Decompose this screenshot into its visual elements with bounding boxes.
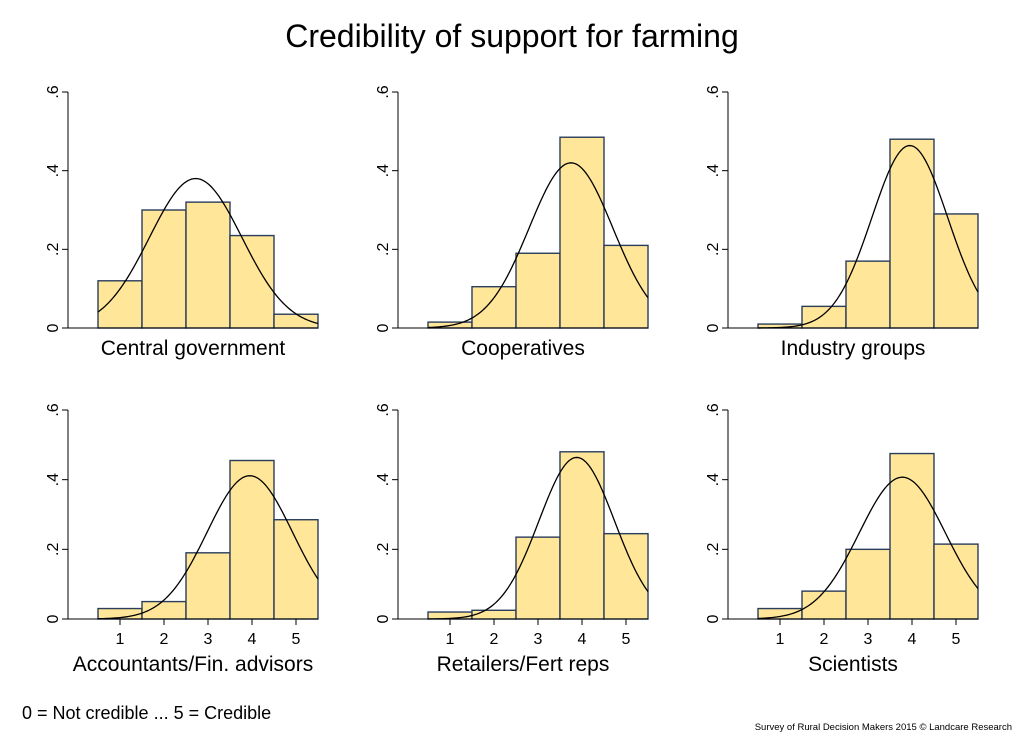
panel-2: 0 .2 .4 .6 Cooperatives <box>375 85 649 360</box>
normal-density-curve <box>97 177 319 325</box>
y-tick-label: .2 <box>375 543 392 556</box>
y-tick-label: .6 <box>705 85 722 98</box>
normal-density-curve <box>427 162 649 329</box>
bar-4 <box>229 459 275 620</box>
bar-2 <box>471 609 517 620</box>
bar-4 <box>889 138 935 329</box>
x-tick-label: 3 <box>534 631 543 648</box>
x-tick-label: 5 <box>622 631 631 648</box>
normal-density-curve <box>757 476 979 620</box>
y-tick-label: 0 <box>375 323 392 332</box>
x-tick-label: 2 <box>820 631 829 648</box>
bar-5 <box>273 519 319 620</box>
bar-5 <box>933 543 979 620</box>
x-tick-label: 1 <box>116 631 125 648</box>
y-tick-label: .4 <box>705 164 722 177</box>
y-tick-label: .4 <box>45 164 62 177</box>
bar-5 <box>933 213 979 329</box>
bar-3 <box>845 548 891 620</box>
normal-density-curve <box>427 456 649 620</box>
x-tick-label: 4 <box>578 631 587 648</box>
y-tick-label: 0 <box>45 614 62 623</box>
normal-density-curve <box>757 144 979 329</box>
bar-2 <box>801 305 847 329</box>
y-tick-label: .4 <box>375 164 392 177</box>
x-tick-label: 1 <box>776 631 785 648</box>
panel-title: Industry groups <box>781 337 926 360</box>
panel-5: 0 .2 .4 .6 1 2 3 4 5 Retailers/Fert reps <box>375 403 649 676</box>
bar-2 <box>471 286 517 329</box>
bar-4 <box>229 234 275 329</box>
y-tick-label: .4 <box>375 473 392 486</box>
bar-3 <box>515 536 561 620</box>
y-tick-label: .2 <box>375 243 392 256</box>
x-tick-label: 1 <box>446 631 455 648</box>
x-tick-label: 5 <box>952 631 961 648</box>
y-tick-label: .6 <box>45 85 62 98</box>
bar-3 <box>515 252 561 329</box>
y-tick-label: 0 <box>45 323 62 332</box>
panel-4: 0 .2 .4 .6 1 2 3 4 5 Accountants/Fin. advisors <box>45 403 319 676</box>
x-tick-label: 5 <box>292 631 301 648</box>
x-tick-label: 4 <box>248 631 257 648</box>
panel-1: 0 .2 .4 .6 Central government <box>45 85 319 360</box>
panel-3: 0 .2 .4 .6 Industry groups <box>705 85 979 360</box>
bar-2 <box>141 209 187 329</box>
bar-1 <box>757 607 803 620</box>
y-tick-label: 0 <box>705 323 722 332</box>
x-tick-label: 2 <box>490 631 499 648</box>
panel-6: 0 .2 .4 .6 1 2 3 4 5 Scientists <box>705 403 979 676</box>
scale-note: 0 = Not credible ... 5 = Credible <box>22 703 272 723</box>
bar-4 <box>559 136 605 329</box>
bar-3 <box>185 552 231 620</box>
y-tick-label: .6 <box>375 403 392 416</box>
bar-5 <box>603 532 649 620</box>
panel-title: Cooperatives <box>461 337 585 360</box>
y-tick-label: 0 <box>375 614 392 623</box>
y-tick-label: .6 <box>375 85 392 98</box>
panel-title: Accountants/Fin. advisors <box>73 653 313 676</box>
bar-3 <box>185 201 231 329</box>
y-tick-label: .2 <box>705 243 722 256</box>
source-credit: Survey of Rural Decision Makers 2015 © L… <box>754 722 1012 733</box>
bar-4 <box>559 451 605 620</box>
y-tick-label: 0 <box>705 614 722 623</box>
y-tick-label: .4 <box>705 473 722 486</box>
y-tick-label: .2 <box>45 543 62 556</box>
x-tick-label: 4 <box>908 631 917 648</box>
y-tick-label: .2 <box>45 243 62 256</box>
x-tick-label: 2 <box>160 631 169 648</box>
panel-title: Scientists <box>808 653 898 676</box>
x-tick-label: 3 <box>864 631 873 648</box>
bar-3 <box>845 260 891 329</box>
y-tick-label: .6 <box>45 403 62 416</box>
panel-title: Central government <box>101 337 286 360</box>
y-tick-label: .4 <box>45 473 62 486</box>
chart-title: Credibility of support for farming <box>285 18 739 54</box>
x-tick-label: 3 <box>204 631 213 648</box>
y-tick-label: .6 <box>705 403 722 416</box>
normal-density-curve <box>97 475 319 620</box>
y-tick-label: .2 <box>705 543 722 556</box>
panel-title: Retailers/Fert reps <box>437 653 610 676</box>
